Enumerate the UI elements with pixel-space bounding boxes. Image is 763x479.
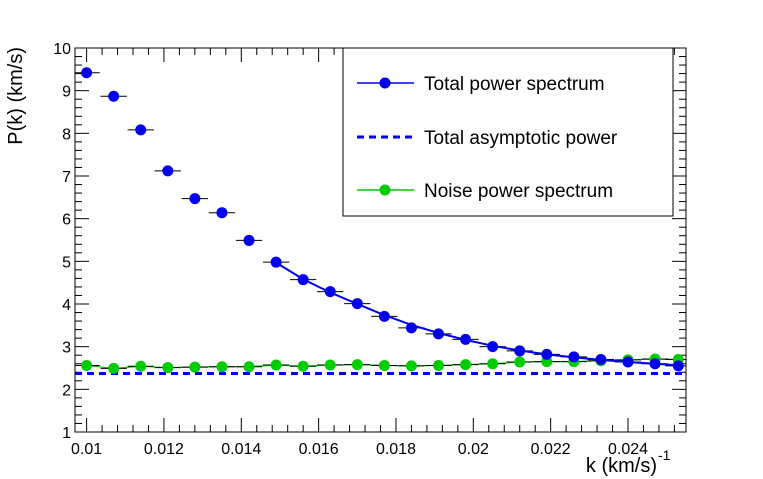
x-tick-labels: 0.01 0.012 0.014 0.016 0.018 0.02 0.022 0.024 xyxy=(71,441,648,458)
noise-power-point xyxy=(460,359,472,371)
noise-power-point xyxy=(324,359,336,371)
x-tick-label: 0.01 xyxy=(71,441,102,458)
x-tick-label: 0.012 xyxy=(144,441,184,458)
y-axis-label: P(k) (km/s) xyxy=(5,47,27,145)
total-power-point xyxy=(108,90,120,102)
total-power-point xyxy=(568,351,580,363)
total-power-point xyxy=(514,345,526,357)
total-power-point xyxy=(81,67,93,79)
y-tick-label: 7 xyxy=(62,169,71,186)
total-power-point xyxy=(595,353,607,365)
total-power-point xyxy=(405,322,417,334)
noise-power-point xyxy=(297,360,309,372)
total-power-point xyxy=(433,328,445,340)
x-axis-label: k (km/s) xyxy=(586,455,657,477)
total-power-point xyxy=(378,310,390,322)
legend-entry-noise-power: Noise power spectrum xyxy=(357,181,613,202)
legend: Total power spectrum Total asymptotic po… xyxy=(342,47,674,217)
y-tick-label: 10 xyxy=(53,41,71,58)
y-tick-label: 5 xyxy=(62,254,71,271)
y-tick-label: 2 xyxy=(62,382,71,399)
noise-power-point xyxy=(189,361,201,373)
total-power-fit-curve xyxy=(275,261,683,367)
noise-power-point xyxy=(514,356,526,368)
total-power-point xyxy=(216,207,228,219)
noise-power-point xyxy=(433,359,445,371)
noise-power-point xyxy=(162,362,174,374)
legend-entry-total-power: Total power spectrum xyxy=(357,74,605,95)
x-tick-label: 0.014 xyxy=(221,441,261,458)
noise-power-point xyxy=(81,359,93,371)
legend-swatch-total-power-marker xyxy=(379,77,391,89)
total-power-point xyxy=(460,333,472,345)
y-tick-label: 4 xyxy=(62,297,71,314)
y-tick-label: 9 xyxy=(62,84,71,101)
noise-power-point xyxy=(405,360,417,372)
legend-label-total-power: Total power spectrum xyxy=(424,74,605,95)
y-tick-label: 6 xyxy=(62,212,71,229)
y-tick-label: 3 xyxy=(62,340,71,357)
legend-box xyxy=(342,47,674,217)
y-tick-labels: 1 2 3 4 5 6 7 8 9 10 xyxy=(53,41,71,442)
total-power-point xyxy=(297,274,309,286)
legend-swatch-noise-power-marker xyxy=(379,184,391,196)
total-power-point xyxy=(270,256,282,268)
x-tick-label: 0.022 xyxy=(531,441,571,458)
legend-label-asymptotic-power: Total asymptotic power xyxy=(424,128,618,149)
x-tick-label: 0.016 xyxy=(299,441,339,458)
x-tick-label: 0.02 xyxy=(458,441,489,458)
noise-power-point xyxy=(351,359,363,371)
total-power-point xyxy=(135,124,147,136)
total-power-point xyxy=(622,356,634,368)
total-power-point xyxy=(649,358,661,370)
y-tick-label: 8 xyxy=(62,126,71,143)
total-power-point xyxy=(672,360,684,372)
total-power-point xyxy=(189,193,201,205)
noise-power-point xyxy=(108,362,120,374)
plot-area xyxy=(75,67,686,376)
noise-power-point xyxy=(216,361,228,373)
total-power-point xyxy=(487,341,499,353)
legend-entry-asymptotic-power: Total asymptotic power xyxy=(357,128,618,149)
x-axis-label-exponent: -1 xyxy=(658,447,671,463)
x-tick-label: 0.024 xyxy=(608,441,648,458)
noise-power-point xyxy=(270,359,282,371)
total-power-point xyxy=(243,234,255,246)
noise-power-point xyxy=(243,361,255,373)
noise-power-point xyxy=(135,360,147,372)
legend-label-noise-power: Noise power spectrum xyxy=(424,181,613,202)
noise-power-point xyxy=(487,358,499,370)
total-power-point xyxy=(351,298,363,310)
total-power-point xyxy=(324,286,336,298)
total-power-point xyxy=(162,165,174,177)
total-power-point xyxy=(541,348,553,360)
y-tick-label: 1 xyxy=(62,425,71,442)
x-tick-label: 0.018 xyxy=(376,441,416,458)
noise-power-point xyxy=(378,359,390,371)
